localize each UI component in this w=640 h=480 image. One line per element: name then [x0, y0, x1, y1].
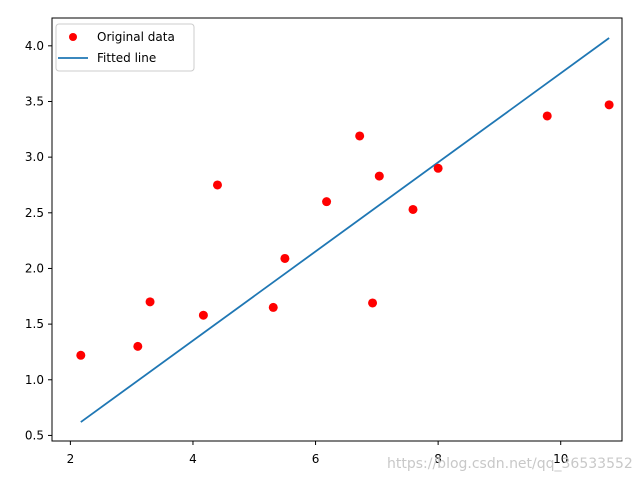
- original-data-series: [76, 100, 614, 360]
- data-point: [604, 100, 614, 110]
- data-point: [280, 253, 290, 263]
- data-point: [322, 197, 332, 207]
- data-point: [433, 163, 443, 173]
- fitted-line: [80, 37, 610, 423]
- fitted-line-series: [80, 37, 610, 423]
- data-point: [368, 298, 378, 308]
- x-tick-label: 8: [434, 452, 442, 466]
- data-point: [374, 171, 384, 181]
- x-tick-label: 6: [312, 452, 320, 466]
- data-point: [268, 302, 278, 312]
- x-axis: 2 4 6 8 10: [67, 441, 568, 466]
- y-tick-label: 3.0: [25, 150, 44, 164]
- data-point: [542, 111, 552, 121]
- data-point: [355, 131, 365, 141]
- data-point: [198, 310, 208, 320]
- y-tick-label: 0.5: [25, 428, 44, 442]
- data-point: [133, 341, 143, 351]
- y-tick-label: 4.0: [25, 39, 44, 53]
- legend-original-label: Original data: [97, 30, 175, 44]
- legend-original-marker: [69, 33, 77, 41]
- y-tick-label: 2.0: [25, 261, 44, 275]
- data-point: [145, 297, 155, 307]
- data-point: [76, 350, 86, 360]
- plot-frame: [51, 17, 623, 442]
- watermark: https://blog.csdn.net/qq_36533552: [387, 456, 633, 472]
- x-tick-label: 10: [553, 452, 568, 466]
- y-tick-label: 1.5: [25, 317, 44, 331]
- legend: Original data Fitted line: [55, 23, 195, 72]
- x-tick-label: 2: [67, 452, 75, 466]
- data-point: [408, 204, 418, 214]
- plot-background: [52, 18, 622, 441]
- legend-fitted-label: Fitted line: [97, 51, 156, 65]
- y-tick-label: 1.0: [25, 373, 44, 387]
- legend-box: [55, 23, 195, 72]
- y-tick-label: 2.5: [25, 206, 44, 220]
- y-axis: 0.5 1.0 1.5 2.0 2.5 3.0 3.5 4.0: [25, 39, 52, 442]
- y-tick-label: 3.5: [25, 94, 44, 108]
- data-point: [212, 180, 222, 190]
- x-tick-label: 4: [189, 452, 197, 466]
